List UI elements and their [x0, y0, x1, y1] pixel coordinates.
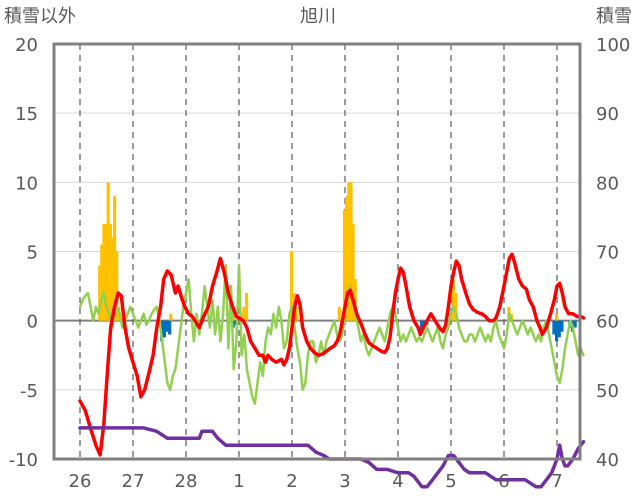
y-left-tick-label: 15 — [15, 104, 38, 125]
y-right-tick-labels: 100 90 80 70 60 50 40 — [596, 35, 630, 471]
y-right-tick-label: 70 — [596, 243, 619, 264]
y-left-tick-label: 10 — [15, 173, 38, 194]
precipitation-bar — [108, 223, 112, 321]
y-right-tick-label: 80 — [596, 173, 619, 194]
precipitation-bar — [345, 196, 349, 321]
x-tick-label: 6 — [498, 471, 509, 492]
y-left-tick-label: 20 — [15, 35, 38, 56]
precipitation-bar — [115, 251, 119, 321]
negative-bar — [165, 320, 169, 332]
x-tick-label: 27 — [122, 471, 145, 492]
precipitation-bar — [104, 223, 108, 321]
series-line-humidity-like — [78, 264, 585, 405]
plot-frame — [52, 42, 582, 461]
negative-bar — [168, 320, 172, 335]
x-tick-label: 28 — [175, 471, 198, 492]
precipitation-bar — [169, 313, 173, 321]
x-tick-label: 7 — [551, 471, 562, 492]
precipitation-bar — [349, 182, 353, 321]
y-right-tick-label: 90 — [596, 104, 619, 125]
precipitation-bar — [112, 196, 117, 321]
precipitation-bar — [244, 293, 249, 321]
precipitation-bar — [454, 293, 458, 321]
precipitation-bar — [353, 279, 357, 321]
y-right-tick-label: 100 — [596, 35, 630, 56]
negative-bar — [419, 320, 424, 332]
y-right-axis-title: 積雪 — [596, 6, 632, 27]
precipitation-bar — [347, 182, 351, 321]
y-left-axis-title: 積雪以外 — [4, 6, 76, 27]
y-left-tick-label: 0 — [27, 312, 38, 333]
grid — [54, 43, 580, 460]
x-tick-label: 4 — [392, 471, 403, 492]
negative-bar — [560, 320, 564, 332]
y-left-tick-labels: 20 15 10 5 0 -5 -10 — [9, 35, 38, 471]
precipitation-bar — [351, 223, 355, 321]
negative-bar — [557, 320, 561, 338]
series-line-snow-depth — [78, 426, 586, 489]
y-right-tick-label: 40 — [596, 450, 619, 471]
y-left-tick-label: 5 — [27, 243, 38, 264]
series-line-temperature — [78, 252, 586, 457]
y-left-tick-label: -10 — [9, 450, 38, 471]
precipitation-bar — [110, 237, 115, 321]
negative-bar — [573, 320, 577, 328]
precipitation-bar — [231, 313, 235, 321]
y-left-tick-label: -5 — [20, 381, 38, 402]
bars — [98, 182, 577, 342]
chart-title: 旭川 — [300, 6, 336, 27]
x-tick-label: 5 — [445, 471, 456, 492]
precipitation-bar — [451, 279, 455, 321]
y-right-tick-label: 50 — [596, 381, 619, 402]
plot-border — [52, 42, 582, 461]
y-right-tick-label: 60 — [596, 312, 619, 333]
x-tick-label: 3 — [339, 471, 350, 492]
negative-bar — [552, 320, 556, 335]
series-lines — [78, 252, 586, 489]
negative-bar — [162, 320, 166, 338]
x-tick-label: 2 — [286, 471, 297, 492]
precipitation-bar — [295, 306, 299, 321]
precipitation-bar — [100, 244, 104, 321]
x-tick-labels: 26 27 28 1 2 3 4 5 6 7 — [69, 471, 563, 492]
precipitation-bar — [102, 223, 106, 321]
x-tick-label: 26 — [69, 471, 92, 492]
precipitation-bar — [337, 306, 341, 321]
precipitation-bar — [98, 265, 102, 321]
x-tick-label: 1 — [233, 471, 244, 492]
precipitation-bar — [106, 182, 110, 321]
precipitation-bar — [242, 306, 246, 321]
precipitation-bar — [290, 251, 294, 321]
precipitation-bar — [555, 313, 559, 321]
negative-bar — [555, 320, 559, 342]
precipitation-bar — [343, 210, 347, 321]
